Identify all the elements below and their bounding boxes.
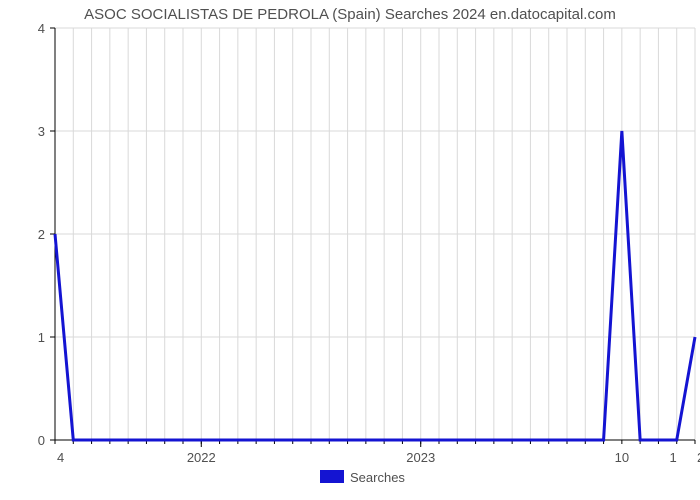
- y-tick-label: 1: [38, 330, 45, 345]
- x-edge-left-label: 4: [57, 450, 64, 465]
- x-edge-right-label: 10: [615, 450, 629, 465]
- y-tick-label: 0: [38, 433, 45, 448]
- series-line: [55, 131, 695, 440]
- x-tick-label: 2022: [187, 450, 216, 465]
- y-tick-label: 4: [38, 21, 45, 36]
- y-tick-label: 3: [38, 124, 45, 139]
- x-edge-right-label: 1: [669, 450, 676, 465]
- line-chart: 01234202220234101202Searches: [0, 0, 700, 500]
- y-tick-label: 2: [38, 227, 45, 242]
- legend-label: Searches: [350, 470, 405, 485]
- legend-swatch: [320, 470, 344, 483]
- x-tick-label: 2023: [406, 450, 435, 465]
